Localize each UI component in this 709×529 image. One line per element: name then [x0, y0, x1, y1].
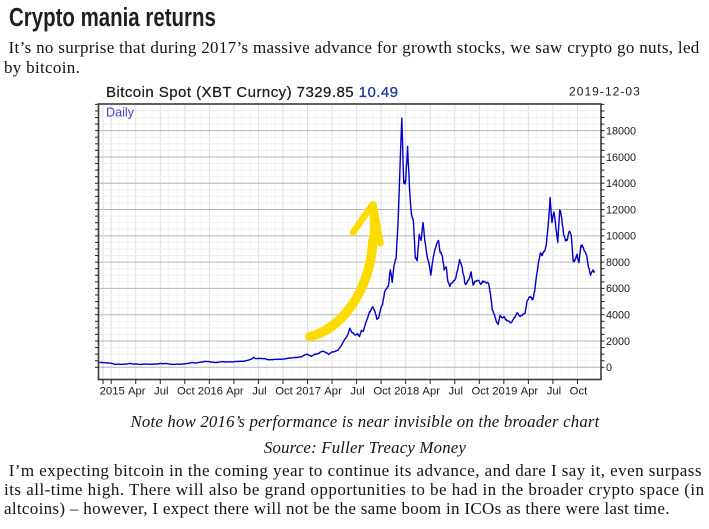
svg-text:18000: 18000 [606, 125, 636, 137]
svg-text:2017: 2017 [296, 386, 321, 398]
svg-text:8000: 8000 [606, 257, 630, 269]
svg-text:2016: 2016 [198, 386, 223, 398]
svg-text:Daily: Daily [106, 106, 135, 120]
svg-text:Jul: Jul [252, 386, 266, 398]
svg-text:Jul: Jul [154, 386, 168, 398]
svg-text:Oct: Oct [177, 386, 195, 398]
svg-text:10000: 10000 [606, 231, 636, 243]
svg-text:16000: 16000 [606, 152, 636, 164]
svg-text:Apr: Apr [324, 386, 342, 398]
svg-text:2018: 2018 [394, 386, 419, 398]
svg-text:Jul: Jul [350, 386, 364, 398]
svg-text:6000: 6000 [606, 283, 630, 295]
svg-text:12000: 12000 [606, 204, 636, 216]
svg-text:Oct: Oct [570, 386, 588, 398]
svg-text:Apr: Apr [226, 386, 244, 398]
svg-text:Oct: Oct [472, 386, 490, 398]
svg-text:2019-12-03: 2019-12-03 [569, 85, 641, 99]
svg-text:Bitcoin Spot (XBT Curncy) 7329: Bitcoin Spot (XBT Curncy) 7329.85 10.49 [106, 84, 398, 101]
svg-text:2015: 2015 [100, 386, 125, 398]
svg-text:2019: 2019 [492, 386, 517, 398]
svg-text:Jul: Jul [547, 386, 561, 398]
svg-text:14000: 14000 [606, 178, 636, 190]
svg-text:0: 0 [606, 362, 612, 374]
svg-text:4000: 4000 [606, 310, 630, 322]
svg-text:Oct: Oct [275, 386, 293, 398]
svg-text:Jul: Jul [449, 386, 463, 398]
svg-text:Apr: Apr [128, 386, 146, 398]
svg-text:Apr: Apr [422, 386, 440, 398]
svg-text:Oct: Oct [373, 386, 391, 398]
svg-text:2000: 2000 [606, 336, 630, 348]
svg-text:Apr: Apr [521, 386, 539, 398]
